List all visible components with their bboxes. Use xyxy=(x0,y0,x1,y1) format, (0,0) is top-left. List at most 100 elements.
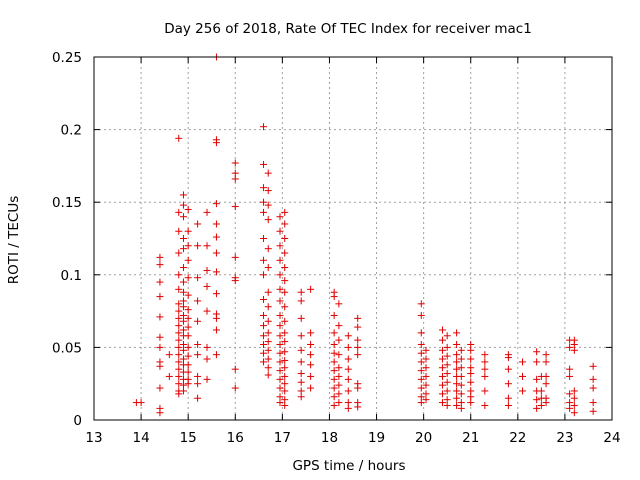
data-point xyxy=(179,278,187,286)
data-point xyxy=(276,242,284,250)
data-point xyxy=(570,346,578,354)
data-point xyxy=(519,358,527,366)
data-point xyxy=(184,205,192,213)
data-point xyxy=(457,346,465,354)
data-point xyxy=(566,404,574,412)
data-point xyxy=(481,372,489,380)
data-point xyxy=(184,380,192,388)
data-point xyxy=(438,346,446,354)
data-point xyxy=(281,264,289,272)
data-point xyxy=(276,349,284,357)
data-point xyxy=(481,351,489,359)
data-point xyxy=(330,311,338,319)
data-point xyxy=(457,364,465,372)
data-point xyxy=(175,227,183,235)
data-point xyxy=(184,274,192,282)
y-tick-label: 0.15 xyxy=(52,195,82,211)
data-point xyxy=(335,372,343,380)
data-point xyxy=(519,387,527,395)
data-point xyxy=(467,378,475,386)
data-point xyxy=(212,326,220,334)
data-point xyxy=(156,293,164,301)
data-point xyxy=(354,314,362,322)
data-point xyxy=(179,288,187,296)
data-point xyxy=(175,380,183,388)
x-tick-labels: 13 14 15 16 17 18 19 20 21 22 23 24 xyxy=(85,430,620,446)
data-point xyxy=(354,351,362,359)
data-point xyxy=(481,387,489,395)
data-point xyxy=(443,387,451,395)
data-point xyxy=(417,375,425,383)
data-point xyxy=(156,278,164,286)
data-point xyxy=(175,322,183,330)
data-point xyxy=(281,372,289,380)
data-point xyxy=(156,409,164,417)
data-point xyxy=(570,394,578,402)
data-point xyxy=(443,332,451,340)
data-point xyxy=(137,399,145,407)
data-point xyxy=(453,394,461,402)
data-point xyxy=(264,338,272,346)
data-point xyxy=(307,372,315,380)
data-point xyxy=(231,384,239,392)
x-tick-label: 21 xyxy=(462,430,479,446)
data-point xyxy=(335,399,343,407)
data-point xyxy=(443,401,451,409)
data-point xyxy=(175,285,183,293)
data-point xyxy=(570,401,578,409)
data-point xyxy=(184,314,192,322)
data-point xyxy=(467,399,475,407)
data-point xyxy=(417,358,425,366)
data-point xyxy=(264,201,272,209)
data-point xyxy=(417,311,425,319)
data-point xyxy=(194,317,202,325)
data-point xyxy=(566,390,574,398)
data-point xyxy=(281,401,289,409)
data-point xyxy=(354,384,362,392)
data-point xyxy=(354,343,362,351)
data-point xyxy=(467,370,475,378)
data-point xyxy=(335,381,343,389)
data-point xyxy=(344,332,352,340)
data-point xyxy=(589,362,597,370)
data-point xyxy=(175,249,183,257)
data-point xyxy=(297,332,305,340)
data-point xyxy=(281,317,289,325)
data-point xyxy=(422,364,430,372)
data-point xyxy=(297,346,305,354)
data-point xyxy=(156,343,164,351)
plot-frame xyxy=(93,56,613,421)
data-point xyxy=(330,358,338,366)
data-point xyxy=(335,300,343,308)
data-point xyxy=(453,365,461,373)
data-point xyxy=(281,288,289,296)
data-point xyxy=(417,300,425,308)
data-point xyxy=(481,358,489,366)
data-point xyxy=(264,355,272,363)
data-point xyxy=(281,356,289,364)
data-point xyxy=(542,351,550,359)
data-point xyxy=(422,381,430,389)
data-point xyxy=(212,139,220,147)
data-point xyxy=(467,355,475,363)
data-point xyxy=(276,271,284,279)
data-point xyxy=(231,159,239,167)
data-point xyxy=(589,375,597,383)
data-point xyxy=(212,200,220,208)
data-point xyxy=(443,361,451,369)
data-point xyxy=(231,253,239,261)
data-point xyxy=(179,317,187,325)
data-point xyxy=(276,384,284,392)
data-point xyxy=(276,358,284,366)
axis-ticks xyxy=(93,56,613,421)
data-point xyxy=(260,198,268,206)
x-tick-label: 19 xyxy=(368,430,385,446)
data-point xyxy=(231,277,239,285)
data-point xyxy=(156,313,164,321)
data-point xyxy=(179,303,187,311)
data-point xyxy=(330,393,338,401)
data-point xyxy=(260,340,268,348)
data-point xyxy=(344,404,352,412)
data-point xyxy=(276,322,284,330)
